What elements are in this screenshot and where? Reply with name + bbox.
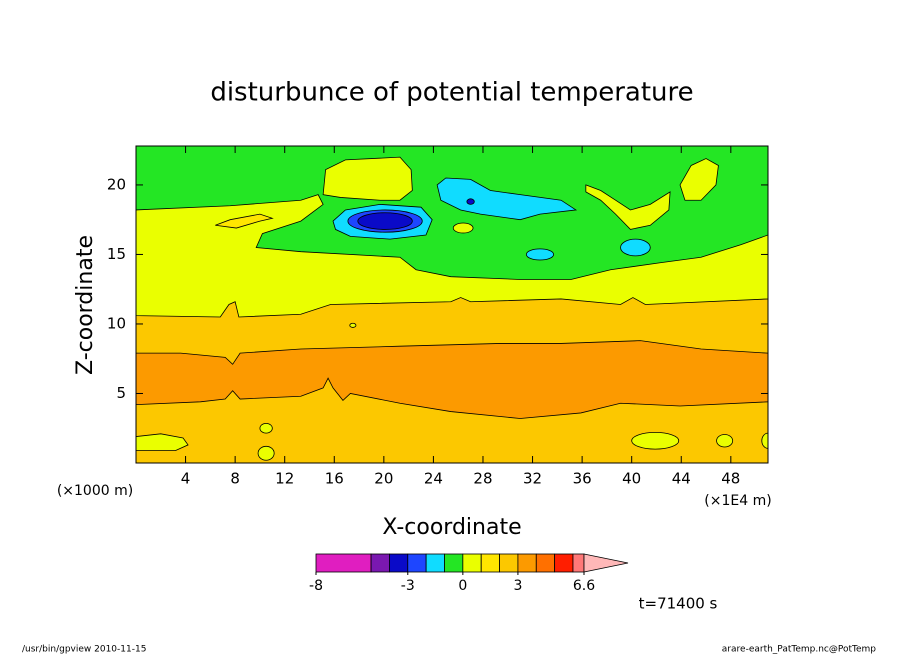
contour-region (679, 158, 719, 201)
x-tick-label: 8 (230, 470, 240, 488)
colorbar-box (535, 553, 556, 573)
colorbar-extend (583, 553, 629, 573)
contour-region (620, 238, 651, 257)
x-unit-right: (×1E4 m) (704, 493, 771, 509)
contour-region (466, 198, 475, 205)
x-tick-label: 4 (181, 470, 191, 488)
contour-region (349, 322, 357, 328)
contour-region (585, 184, 671, 230)
x-tick-label: 16 (325, 470, 344, 488)
colorbar-label: 6.6 (573, 578, 595, 594)
x-tick-label: 12 (275, 470, 294, 488)
colorbar-box (554, 553, 574, 573)
contour-region (716, 434, 734, 448)
contour-region (257, 445, 275, 461)
contour-region (215, 213, 274, 229)
colorbar-box (370, 553, 390, 573)
contour-region (357, 212, 413, 230)
x-tick-label: 48 (721, 470, 740, 488)
x-tick-label: 24 (424, 470, 443, 488)
x-tick-label: 40 (622, 470, 641, 488)
y-tick-label: 5 (116, 384, 126, 402)
time-label: t=71400 s (639, 595, 718, 613)
contour-region (136, 433, 189, 451)
x-tick-label: 32 (523, 470, 542, 488)
contour-region (436, 177, 578, 221)
footer-left: /usr/bin/gpview 2010-11-15 (22, 645, 146, 654)
contour-region (136, 340, 768, 419)
colorbar-box (444, 553, 464, 573)
colorbar-label: -8 (309, 578, 323, 594)
footer-right: arare-earth_PatTemp.nc@PotTemp (722, 645, 876, 654)
plot-area (136, 146, 768, 463)
x-tick-label: 20 (374, 470, 393, 488)
y-tick-label: 10 (107, 314, 126, 332)
colorbar-box (425, 553, 445, 573)
plot-frame (135, 145, 769, 464)
x-unit-left: (×1000 m) (57, 483, 133, 499)
contour-region (525, 248, 555, 261)
colorbar-box (462, 553, 482, 573)
colorbar-label: -3 (401, 578, 415, 594)
contour-region (452, 222, 474, 234)
colorbar-box (389, 553, 409, 573)
colorbar-label: 0 (458, 578, 467, 594)
colorbar-box (407, 553, 427, 573)
chart-title: disturbunce of potential temperature (210, 78, 693, 108)
x-tick-label: 28 (473, 470, 492, 488)
contour-region (322, 156, 413, 201)
colorbar-box (315, 553, 372, 573)
x-axis-label: X-coordinate (382, 515, 521, 540)
x-tick-label: 44 (672, 470, 691, 488)
y-tick-label: 15 (107, 245, 126, 263)
contour-region (136, 146, 768, 280)
x-tick-label: 36 (573, 470, 592, 488)
colorbar-box (572, 553, 585, 573)
colorbar-box (480, 553, 500, 573)
colorbar-label: 3 (513, 578, 522, 594)
contour-region (631, 432, 680, 450)
colorbar-box (499, 553, 519, 573)
colorbar-box (517, 553, 537, 573)
y-tick-label: 20 (107, 175, 126, 193)
y-axis-label: Z-coordinate (73, 235, 98, 375)
contour-region (259, 422, 273, 434)
